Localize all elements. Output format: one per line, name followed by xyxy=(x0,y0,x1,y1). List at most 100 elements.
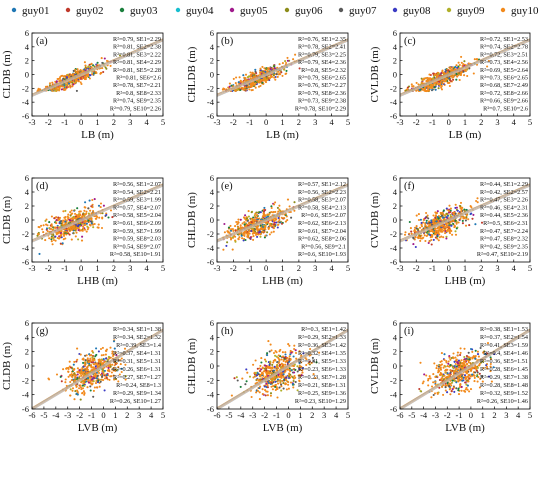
x-tick-label: -6 xyxy=(213,410,220,420)
scatter-point xyxy=(48,84,51,87)
scatter-point xyxy=(51,81,54,84)
scatter-point xyxy=(279,381,282,384)
scatter-point xyxy=(253,229,256,232)
scatter-point xyxy=(91,73,94,76)
scatter-point xyxy=(256,372,259,375)
scatter-point xyxy=(446,365,449,368)
scatter-point xyxy=(437,226,440,229)
scatter-point xyxy=(269,67,272,70)
scatter-point xyxy=(42,224,45,227)
stat-line: R²=0.47, SE3=2.26 xyxy=(480,197,528,204)
scatter-point xyxy=(97,204,101,207)
scatter-point xyxy=(315,361,318,364)
scatter-point xyxy=(273,67,276,70)
scatter-point xyxy=(475,58,478,61)
legend-marker-guy10 xyxy=(500,7,506,13)
y-tick-label: 0 xyxy=(210,215,214,225)
reference-line xyxy=(32,39,163,96)
x-tick-label: -1 xyxy=(246,117,253,127)
y-tick-label: -2 xyxy=(22,83,29,93)
scatter-point xyxy=(59,234,62,237)
scatter-point xyxy=(78,375,81,378)
x-tick-label: 1 xyxy=(95,117,99,127)
scatter-point xyxy=(268,212,271,215)
scatter-point xyxy=(294,351,298,355)
scatter-point xyxy=(268,224,271,227)
scatter-point xyxy=(268,233,271,236)
scatter-point xyxy=(73,398,76,401)
scatter-point xyxy=(469,375,472,378)
scatter-point xyxy=(276,364,279,367)
y-axis-label: CLDB (m) xyxy=(1,196,13,244)
scatter-point xyxy=(465,215,468,219)
x-tick-label: -5 xyxy=(225,410,232,420)
panel-label: (d) xyxy=(36,181,49,192)
scatter-point xyxy=(60,229,63,233)
y-tick-label: 6 xyxy=(25,318,29,328)
reference-line xyxy=(32,330,163,409)
scatter-point xyxy=(454,362,457,366)
stat-line: R²=0.58, SE4=2.13 xyxy=(298,204,346,211)
stat-line: R²=0.81, SE5=2.28 xyxy=(113,67,161,74)
scatter-point xyxy=(276,367,280,370)
scatter-point xyxy=(71,387,75,390)
scatter-point xyxy=(296,370,299,373)
scatter-point xyxy=(456,66,459,69)
scatter-point xyxy=(433,362,436,365)
x-tick-label: -3 xyxy=(28,117,35,127)
x-tick-label: 5 xyxy=(528,263,532,273)
scatter-point xyxy=(477,355,480,358)
scatter-point xyxy=(83,392,86,395)
scatter-point xyxy=(244,76,247,80)
scatter-point xyxy=(427,231,430,234)
scatter-point xyxy=(72,69,75,72)
scatter-point xyxy=(105,213,108,216)
scatter-point xyxy=(442,229,445,232)
scatter-point xyxy=(440,352,443,355)
reference-line xyxy=(217,329,348,409)
scatter-point xyxy=(73,209,76,212)
scatter-point xyxy=(447,209,450,212)
panel-label: (f) xyxy=(404,181,415,192)
legend-label-guy01: guy01 xyxy=(22,5,50,17)
scatter-point xyxy=(417,218,421,222)
scatter-point xyxy=(293,374,296,378)
reference-line xyxy=(400,185,530,243)
scatter-point xyxy=(239,79,242,82)
scatter-point xyxy=(270,210,273,214)
scatter-point xyxy=(298,364,301,367)
scatter-point xyxy=(253,214,256,217)
y-tick-label: -6 xyxy=(22,257,29,267)
x-axis-label: LB (m) xyxy=(449,129,482,141)
scatter-point xyxy=(308,360,311,363)
scatter-point xyxy=(428,86,432,89)
scatter-point xyxy=(261,65,264,68)
scatter-point xyxy=(467,351,470,354)
scatter-point xyxy=(102,353,105,357)
scatter-point xyxy=(225,244,228,247)
scatter-point xyxy=(88,199,91,202)
scatter-point xyxy=(439,211,442,214)
scatter-point xyxy=(448,77,451,80)
scatter-point xyxy=(234,89,237,92)
scatter-point xyxy=(103,374,106,377)
scatter-point xyxy=(60,380,63,383)
x-tick-label: 5 xyxy=(161,263,165,273)
y-tick-label: 4 xyxy=(25,332,30,342)
scatter-point xyxy=(278,350,281,353)
scatter-point xyxy=(245,84,248,87)
scatter-point xyxy=(79,386,83,389)
scatter-point xyxy=(92,363,95,366)
x-tick-label: -1 xyxy=(429,263,436,273)
scatter-point xyxy=(74,390,77,393)
reference-line xyxy=(217,39,348,96)
stat-line: R²=0.5, SE6=2.31 xyxy=(483,220,528,227)
scatter-point xyxy=(93,386,96,389)
scatter-point xyxy=(52,237,55,240)
scatter-point xyxy=(442,209,445,212)
scatter-point xyxy=(65,84,68,87)
scatter-point xyxy=(283,379,286,382)
scatter-point xyxy=(111,363,114,366)
scatter-point xyxy=(298,67,301,70)
